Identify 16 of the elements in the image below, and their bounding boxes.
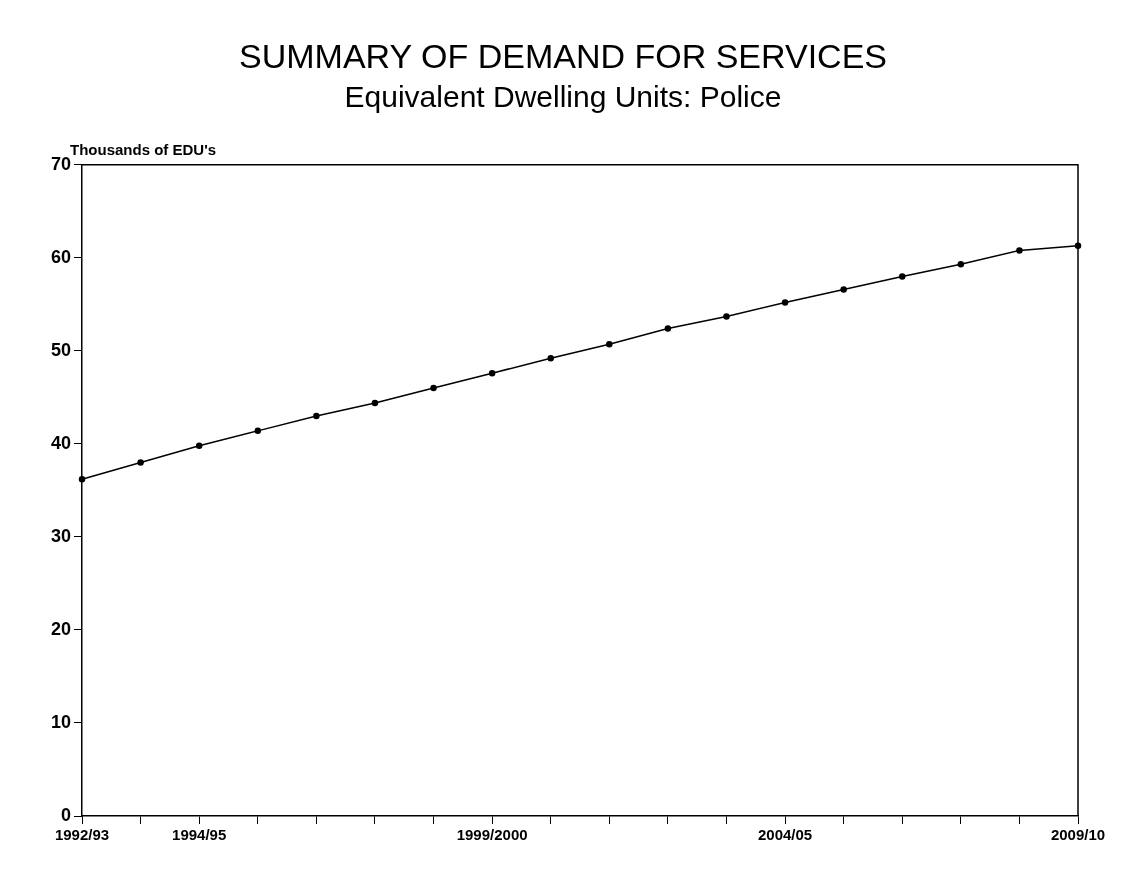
y-axis-title: Thousands of EDU's [70, 141, 217, 159]
y-tick-label: 30 [50, 525, 72, 546]
x-tick-label: 1994/95 [172, 826, 227, 844]
y-tick-label: 70 [50, 153, 72, 174]
x-tick-label: 2004/05 [757, 826, 813, 844]
chart-subtitle: Equivalent Dwelling Units: Police [344, 80, 782, 114]
y-tick-label: 40 [50, 432, 72, 453]
x-tick-label: 1999/2000 [456, 826, 528, 844]
y-tick-label: 60 [50, 246, 72, 267]
chart-title: SUMMARY OF DEMAND FOR SERVICES [239, 36, 887, 75]
y-tick-label: 20 [50, 618, 72, 639]
y-tick-label: 10 [50, 711, 72, 732]
y-tick-label: 50 [50, 339, 72, 360]
y-tick-label: 0 [61, 804, 72, 825]
x-tick-label: 1992/93 [54, 826, 110, 844]
x-tick-label: 2009/10 [1050, 826, 1106, 844]
